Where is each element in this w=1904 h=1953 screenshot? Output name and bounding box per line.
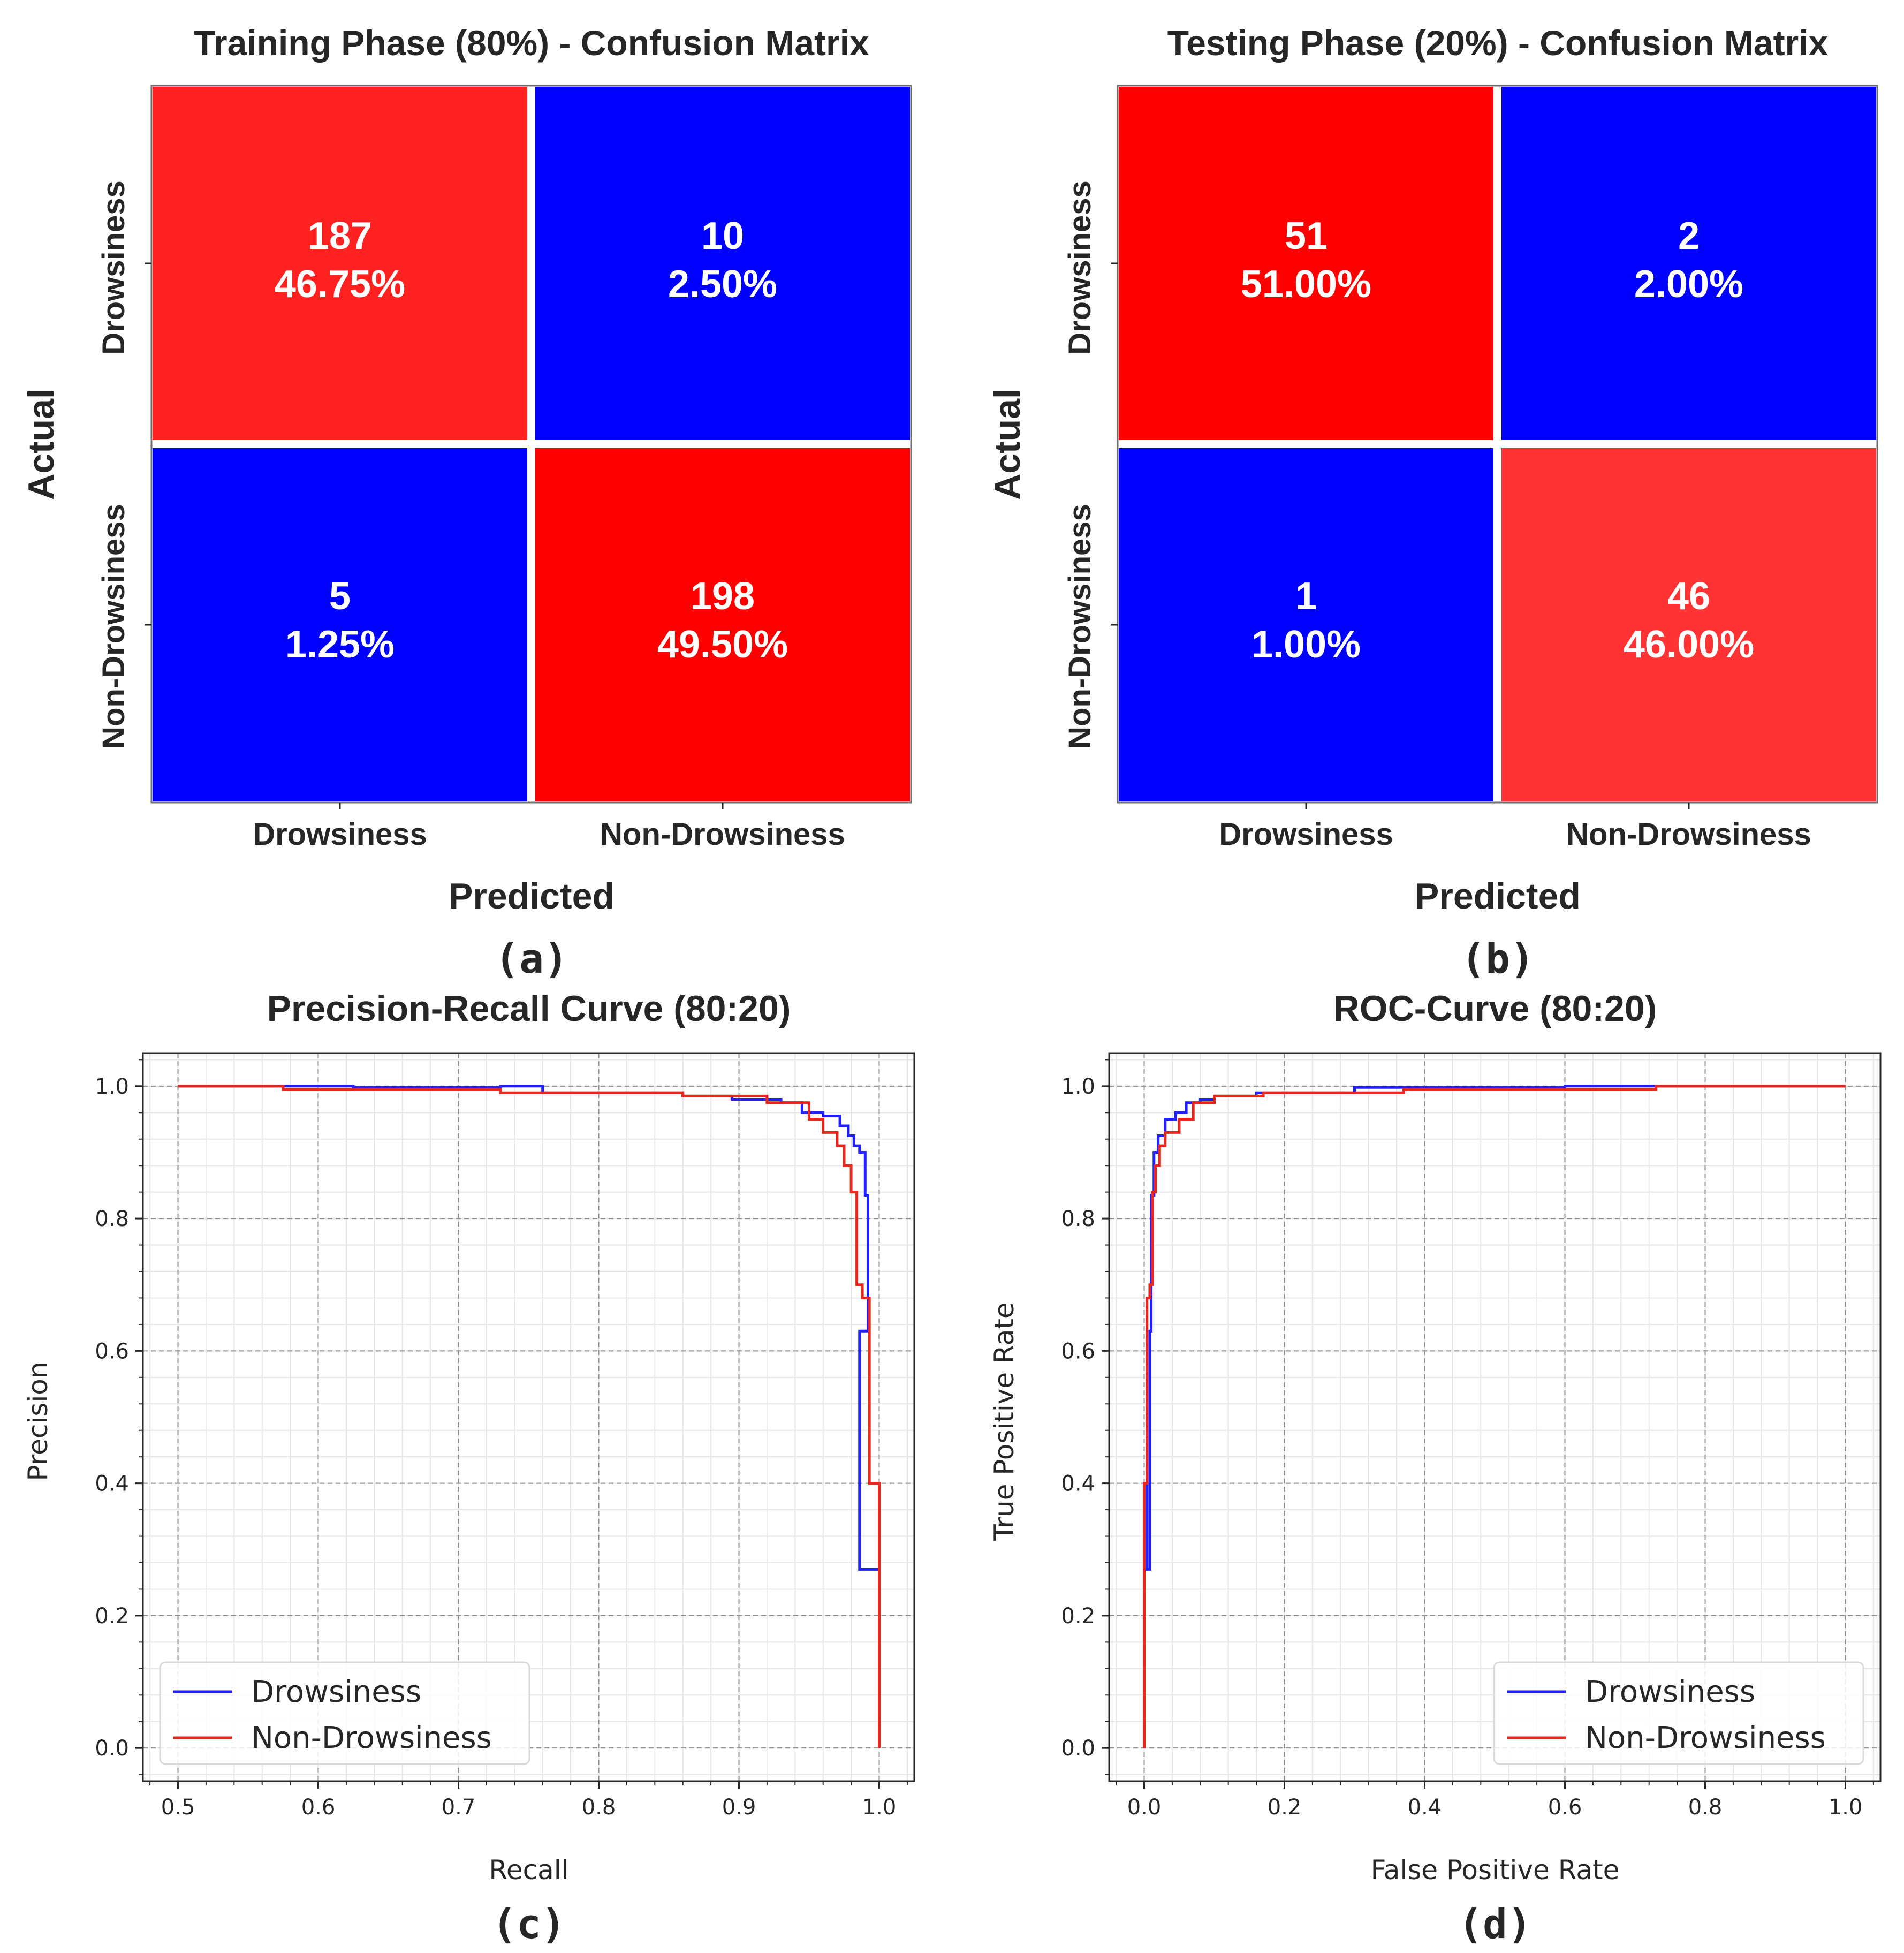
chart-title-a: Training Phase (80%) - Confusion Matrix (194, 23, 869, 63)
panel-b: Testing Phase (20%) - Confusion Matrix 5… (987, 23, 1878, 982)
cell-b-1-1 (1501, 448, 1876, 801)
caption-b: (b) (1461, 935, 1534, 982)
plot-frame-c (142, 1052, 915, 1782)
cell-a-0-0-percent: 46.75% (275, 263, 405, 306)
y-axis-label-b: Actual (987, 389, 1028, 500)
x-axis-label-d: False Positive Rate (1371, 1854, 1620, 1886)
cell-a-1-1-count: 198 (691, 575, 755, 618)
cell-b-0-1 (1501, 87, 1876, 440)
cell-a-0-0-count: 187 (308, 215, 372, 258)
xtick-label-c-4: 0.9 (722, 1795, 756, 1820)
ytick-label-d-5: 1.0 (1061, 1074, 1095, 1099)
cell-b-0-0 (1119, 87, 1493, 440)
ytick-label-c-5: 1.0 (95, 1074, 129, 1099)
legend-c: Drowsiness Non-Drowsiness (159, 1661, 530, 1765)
series-line-c-non-drowsiness (178, 1085, 881, 1748)
cell-b-1-0-count: 1 (1295, 575, 1317, 618)
xtick-label-b-0: Drowsiness (1219, 817, 1393, 852)
plot-area-d: 0.0 0.2 0.4 0.6 0.8 1.0 0.0 0.2 0.4 0.6 0.8 1.0 Drow… (1061, 1052, 1882, 1820)
cell-b-1-0-percent: 1.00% (1251, 623, 1361, 666)
xtick-label-d-3: 0.6 (1548, 1795, 1582, 1820)
cell-b-0-0-percent: 51.00% (1241, 263, 1371, 306)
y-axis-label-a: Actual (21, 389, 62, 500)
cell-a-0-0 (153, 87, 527, 440)
ytick-label-a-0: Drowsiness (96, 180, 131, 355)
ytick-label-d-2: 0.4 (1061, 1472, 1095, 1496)
ytick-label-c-4: 0.8 (95, 1207, 129, 1231)
cell-a-1-0-percent: 1.25% (285, 623, 395, 666)
cell-b-0-1-percent: 2.00% (1634, 263, 1743, 306)
series-line-d-drowsiness (1143, 1085, 1846, 1748)
panel-c: Precision-Recall Curve (80:20) 0.5 0.6 0.7… (22, 988, 915, 1948)
ytick-label-d-1: 0.2 (1061, 1604, 1095, 1629)
ytick-label-c-0: 0.0 (95, 1736, 129, 1761)
cell-a-0-1-percent: 2.50% (668, 263, 777, 306)
legend-label-d-1: Non-Drowsiness (1585, 1721, 1826, 1755)
cell-b-1-1-percent: 46.00% (1624, 623, 1754, 666)
xtick-label-d-5: 1.0 (1829, 1795, 1863, 1820)
heatmap-cells-a (150, 85, 912, 804)
plot-frame-d (1108, 1052, 1882, 1782)
panel-a: Training Phase (80%) - Confusion Matrix … (21, 23, 912, 982)
cell-a-1-0 (153, 448, 527, 801)
ytick-label-b-0: Drowsiness (1063, 180, 1097, 355)
y-axis-label-c: Precision (22, 1361, 54, 1481)
ytick-label-b-1: Non-Drowsiness (1063, 504, 1097, 749)
chart-title-c: Precision-Recall Curve (80:20) (267, 988, 791, 1029)
ytick-label-d-3: 0.6 (1061, 1339, 1095, 1364)
heatmap-frame-b (1117, 85, 1878, 804)
cell-a-0-1-count: 10 (701, 215, 744, 258)
x-axis-label-a: Predicted (449, 876, 615, 917)
ytick-label-c-1: 0.2 (95, 1604, 129, 1629)
legend-label-d-0: Drowsiness (1585, 1675, 1755, 1709)
caption-d: (d) (1458, 1900, 1531, 1948)
caption-c: (c) (492, 1900, 565, 1948)
y-axis-label-d: True Positive Rate (989, 1302, 1020, 1541)
xtick-label-d-1: 0.2 (1268, 1795, 1302, 1820)
cell-a-0-1 (535, 87, 910, 440)
cell-b-0-0-count: 51 (1285, 215, 1328, 258)
xtick-label-c-3: 0.8 (582, 1795, 616, 1820)
xtick-label-c-1: 0.6 (301, 1795, 336, 1820)
xtick-label-c-2: 0.7 (442, 1795, 476, 1820)
ytick-label-d-0: 0.0 (1061, 1736, 1095, 1761)
plot-area-c: 0.5 0.6 0.7 0.8 0.9 1.0 0.0 0.2 0.4 0.6 0.8 1.0 Drow… (95, 1052, 915, 1820)
cell-a-1-0-count: 5 (329, 575, 351, 618)
panel-d: ROC-Curve (80:20) 0.0 0.2 0.4 0.6 0.8 1.00.00… (989, 988, 1882, 1948)
caption-a: (a) (495, 935, 568, 982)
ytick-label-a-1: Non-Drowsiness (96, 504, 131, 749)
xtick-label-a-0: Drowsiness (253, 817, 427, 852)
cell-a-1-1-percent: 49.50% (657, 623, 788, 666)
legend-label-c-0: Drowsiness (251, 1675, 421, 1709)
cell-b-1-0 (1119, 448, 1493, 801)
legend-d: Drowsiness Non-Drowsiness (1493, 1661, 1864, 1765)
legend-box-c (159, 1661, 530, 1765)
heatmap-cells-b (1117, 85, 1878, 804)
xtick-label-c-5: 1.0 (862, 1795, 897, 1820)
xtick-label-a-1: Non-Drowsiness (600, 817, 845, 852)
xtick-label-d-4: 0.8 (1688, 1795, 1723, 1820)
ytick-label-c-3: 0.6 (95, 1339, 129, 1364)
cell-a-1-1 (535, 448, 910, 801)
ytick-label-d-4: 0.8 (1061, 1207, 1095, 1231)
chart-title-d: ROC-Curve (80:20) (1333, 988, 1657, 1029)
xtick-label-b-1: Non-Drowsiness (1566, 817, 1811, 852)
ytick-label-c-2: 0.4 (95, 1472, 129, 1496)
x-axis-label-b: Predicted (1415, 876, 1581, 917)
x-axis-label-c: Recall (489, 1854, 568, 1886)
cell-b-0-1-count: 2 (1678, 215, 1700, 258)
cell-b-1-1-count: 46 (1667, 575, 1710, 618)
chart-title-b: Testing Phase (20%) - Confusion Matrix (1167, 23, 1829, 63)
series-line-c-drowsiness (178, 1085, 881, 1748)
xtick-label-d-2: 0.4 (1408, 1795, 1442, 1820)
series-line-d-non-drowsiness (1143, 1085, 1846, 1748)
xtick-label-d-0: 0.0 (1127, 1795, 1162, 1820)
heatmap-frame-a (150, 85, 912, 804)
legend-label-c-1: Non-Drowsiness (251, 1721, 492, 1755)
xtick-label-c-0: 0.5 (161, 1795, 195, 1820)
legend-box-d (1493, 1661, 1864, 1765)
